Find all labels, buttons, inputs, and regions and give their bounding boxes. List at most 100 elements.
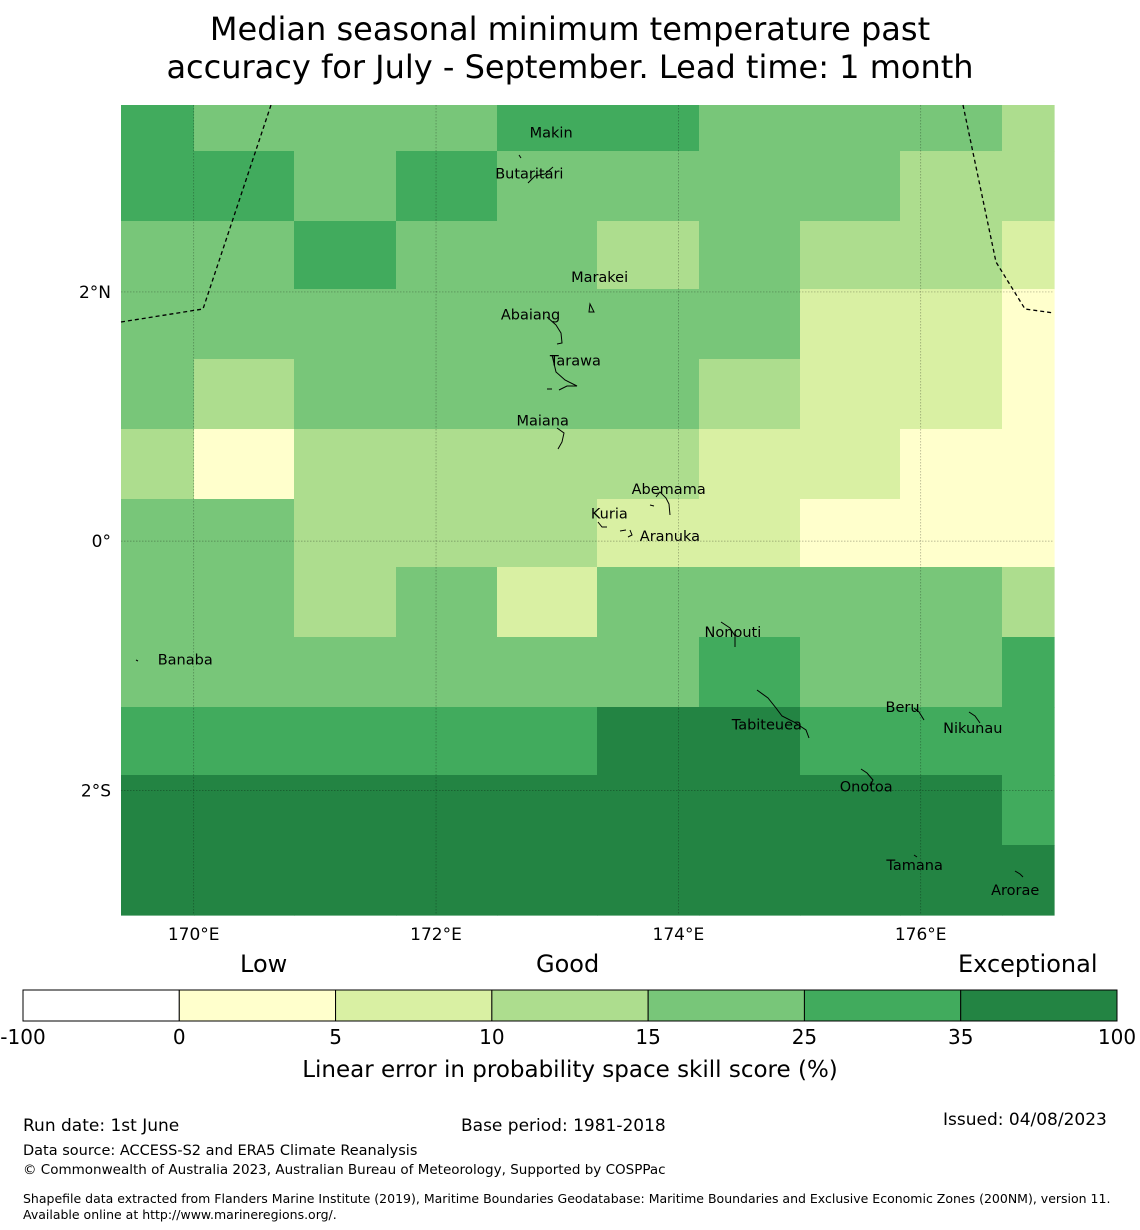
skill-cell <box>194 289 295 360</box>
skill-cell <box>396 845 498 916</box>
island-beru-shape <box>913 707 925 721</box>
skill-cell <box>396 567 498 638</box>
run-date: Run date: 1st June <box>23 1116 180 1136</box>
skill-cell <box>294 567 397 638</box>
skill-cell <box>800 845 901 916</box>
island-label: Kuria <box>591 507 628 523</box>
island-tamana-shape <box>913 854 918 858</box>
skill-cell <box>194 499 295 568</box>
skill-cell <box>1002 637 1055 708</box>
skill-cell <box>800 637 901 708</box>
skill-cell <box>900 289 1003 360</box>
colorbar-tick-label: 0 <box>173 1025 186 1049</box>
issued-date: Issued: 04/08/2023 <box>943 1110 1107 1130</box>
skill-cell <box>900 429 1003 500</box>
skill-cell <box>699 707 801 776</box>
skill-cell <box>194 221 295 290</box>
island-nikunau-shape <box>968 711 981 724</box>
colorbar-bin <box>491 989 649 1022</box>
skill-cell <box>800 359 901 430</box>
skill-cell <box>194 105 295 152</box>
skill-cell <box>699 289 801 360</box>
island-label: Tamana <box>885 858 942 874</box>
skill-cell <box>900 567 1003 638</box>
island-label: Arorae <box>991 883 1039 899</box>
skill-cell <box>597 221 700 290</box>
skill-cell <box>396 105 498 152</box>
map-title: Median seasonal minimum temperature past… <box>0 10 1140 86</box>
colorbar-bins <box>22 989 1118 1022</box>
skill-cell <box>597 105 700 152</box>
colorbar-bin <box>803 989 962 1022</box>
skill-cell <box>194 707 295 776</box>
island-label: Butaritari <box>495 167 563 183</box>
skill-cell <box>497 221 598 290</box>
lon-tick-label: 176°E <box>895 925 947 945</box>
skill-cell <box>194 567 295 638</box>
island-label: Abemama <box>632 482 706 498</box>
title-line-1: Median seasonal minimum temperature past <box>209 10 931 48</box>
skill-cell <box>121 105 195 152</box>
island-marakei-shape <box>588 302 595 313</box>
skill-cell <box>597 429 700 500</box>
island-labels: Makin Butaritari Marakei Abaiang Tarawa Maian… <box>158 125 1040 899</box>
skill-cell <box>194 429 295 500</box>
skill-cell <box>900 637 1003 708</box>
colorbar-bin <box>335 989 493 1022</box>
island-banaba-shape <box>135 659 139 662</box>
island-arorae-shape <box>1014 870 1024 878</box>
skill-cell <box>800 151 901 222</box>
skill-cell <box>497 105 598 152</box>
island-nonouti-shape <box>720 621 736 647</box>
island-tabiteuea-shape <box>756 689 810 739</box>
skill-cell <box>396 359 498 430</box>
island-label: Abaiang <box>501 307 560 323</box>
skill-cell <box>294 499 397 568</box>
lon-tick-label: 174°E <box>653 925 705 945</box>
skill-cell <box>497 429 598 500</box>
skill-cell <box>597 289 700 360</box>
skill-cell <box>597 151 700 222</box>
skill-cell <box>597 499 700 568</box>
skill-cell <box>294 289 397 360</box>
skill-cell <box>1002 567 1055 638</box>
legend-category-good: Good <box>536 950 600 978</box>
skill-cell <box>121 151 195 222</box>
skill-cell <box>800 289 901 360</box>
skill-cell <box>1002 289 1055 360</box>
skill-cell <box>497 707 598 776</box>
skill-cell <box>800 429 901 500</box>
skill-cell <box>900 499 1003 568</box>
colorbar-ticks: -100 0 5 10 15 25 35 100 <box>0 1025 1136 1049</box>
skill-cell <box>597 775 700 846</box>
skill-cell <box>497 151 598 222</box>
skill-cell <box>597 707 700 776</box>
skill-cell <box>294 429 397 500</box>
island-label: Makin <box>530 125 573 141</box>
title-line-2: accuracy for July - September. Lead time… <box>166 48 974 86</box>
skill-cell <box>699 151 801 222</box>
skill-cell <box>699 567 801 638</box>
colorbar-tick-label: 25 <box>792 1025 817 1049</box>
skill-cell <box>121 707 195 776</box>
colorbar-tick-label: 5 <box>329 1025 342 1049</box>
skill-cell <box>194 775 295 846</box>
island-outlines <box>135 154 1024 878</box>
island-label: Banaba <box>158 653 213 669</box>
skill-cell <box>294 707 397 776</box>
skill-cell <box>121 567 195 638</box>
skill-cell <box>699 775 801 846</box>
skill-cell <box>396 429 498 500</box>
skill-cell <box>1002 429 1055 500</box>
colorbar-axis-label: Linear error in probability space skill … <box>302 1057 838 1083</box>
skill-cell <box>294 845 397 916</box>
colorbar-tick-label: 10 <box>479 1025 504 1049</box>
island-makin-shape <box>518 154 522 159</box>
island-onotoa-shape <box>860 768 874 787</box>
island-butaritari-shape <box>527 166 554 184</box>
island-label: Beru <box>886 700 920 716</box>
skill-cell <box>121 221 195 290</box>
skill-cell <box>497 359 598 430</box>
skill-cell <box>800 567 901 638</box>
legend-category-exceptional: Exceptional <box>958 950 1098 978</box>
